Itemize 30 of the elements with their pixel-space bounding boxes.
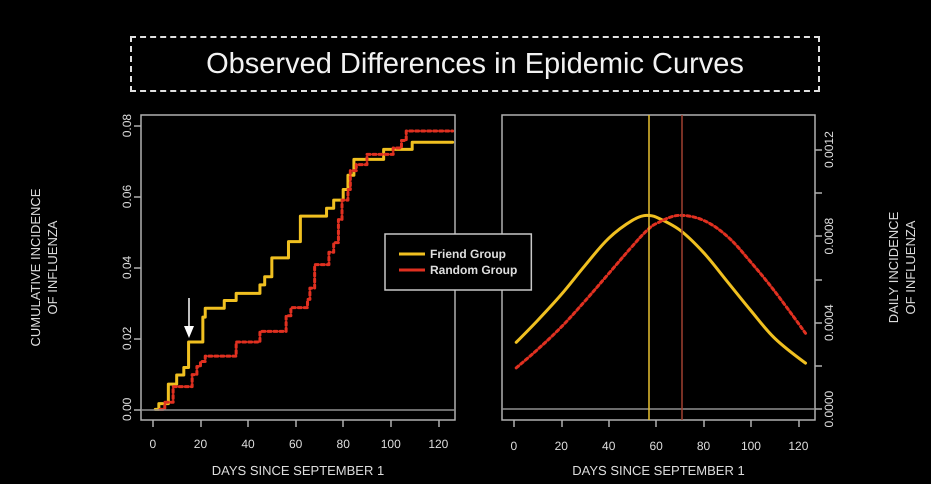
x-tick-label: 60 [649,439,664,453]
y-tick-label: 0.06 [120,184,134,208]
x-tick-label: 100 [740,439,762,453]
y-tick-label: 0.08 [120,114,134,138]
x-tick-label: 40 [602,439,616,453]
x-tick-label: 120 [788,439,809,453]
y-axis-title: CUMULATIVE INCIDENCE OF INFLUENZA [28,188,60,346]
x-tick-label: 80 [336,437,350,451]
x-tick-label: 100 [380,437,402,451]
legend-label: Friend Group [430,246,506,261]
y-tick-label: 0.00 [120,397,134,422]
y-tick-label: 0.04 [120,256,134,280]
y2-tick-label: 0.0012 [822,130,836,168]
legend-label: Random Group [430,262,518,277]
y2-axis-title: DAILY INCIDENCE OF INFLUENZA [886,211,918,324]
x-axis-title: DAYS SINCE SEPTEMBER 1 [212,463,384,478]
x-tick-label: 120 [428,437,449,451]
x-tick-label: 20 [554,439,568,453]
x-tick-label: 80 [696,439,711,453]
x-axis-title: DAYS SINCE SEPTEMBER 1 [572,463,745,478]
x-tick-label: 60 [288,437,303,451]
y-tick-label: 0.02 [120,326,134,350]
y2-tick-label: 0.0000 [822,390,836,428]
x-tick-label: 40 [241,437,256,451]
chart-title: Observed Differences in Epidemic Curves [130,36,820,92]
x-tick-label: 20 [194,437,208,451]
y2-tick-label: 0.0004 [822,304,836,342]
x-tick-label: 0 [510,439,518,453]
y2-tick-label: 0.0008 [822,217,836,254]
x-tick-label: 0 [150,437,157,451]
